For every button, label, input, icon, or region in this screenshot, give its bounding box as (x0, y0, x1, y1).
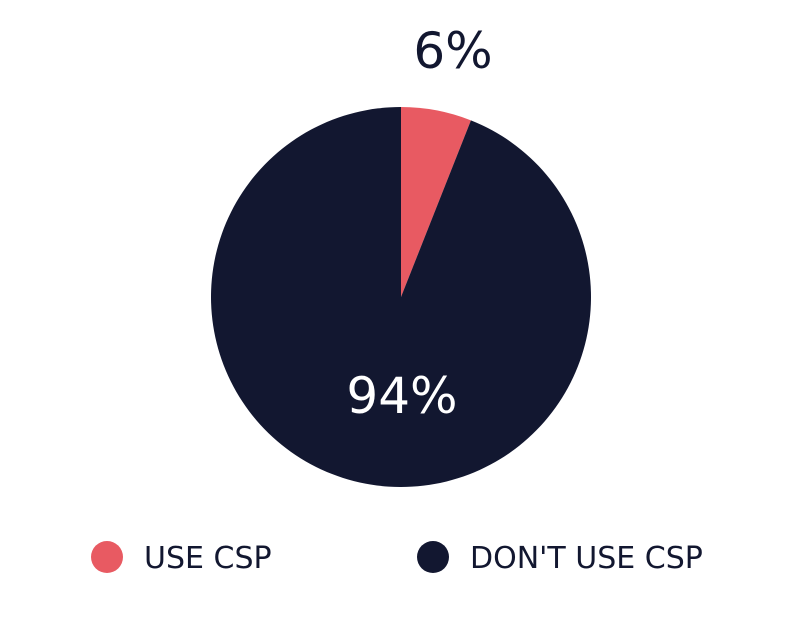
legend-label-use-csp: USE CSP (144, 541, 272, 576)
legend-item-dont-use-csp: DON'T USE CSP (417, 541, 703, 576)
legend-label-dont-use-csp: DON'T USE CSP (470, 541, 703, 576)
pie-slice-don-t-use-csp (211, 107, 591, 488)
slice-label-use-csp: 6% (413, 22, 492, 80)
legend-swatch-use-csp (91, 541, 123, 573)
legend-item-use-csp: USE CSP (91, 541, 272, 576)
slice-label-dont-use-csp: 94% (346, 367, 457, 425)
legend-swatch-dont-use-csp (417, 541, 449, 573)
pie-slices (211, 107, 591, 488)
legend: USE CSP DON'T USE CSP (91, 541, 703, 576)
pie-slice-use-csp (401, 107, 471, 297)
